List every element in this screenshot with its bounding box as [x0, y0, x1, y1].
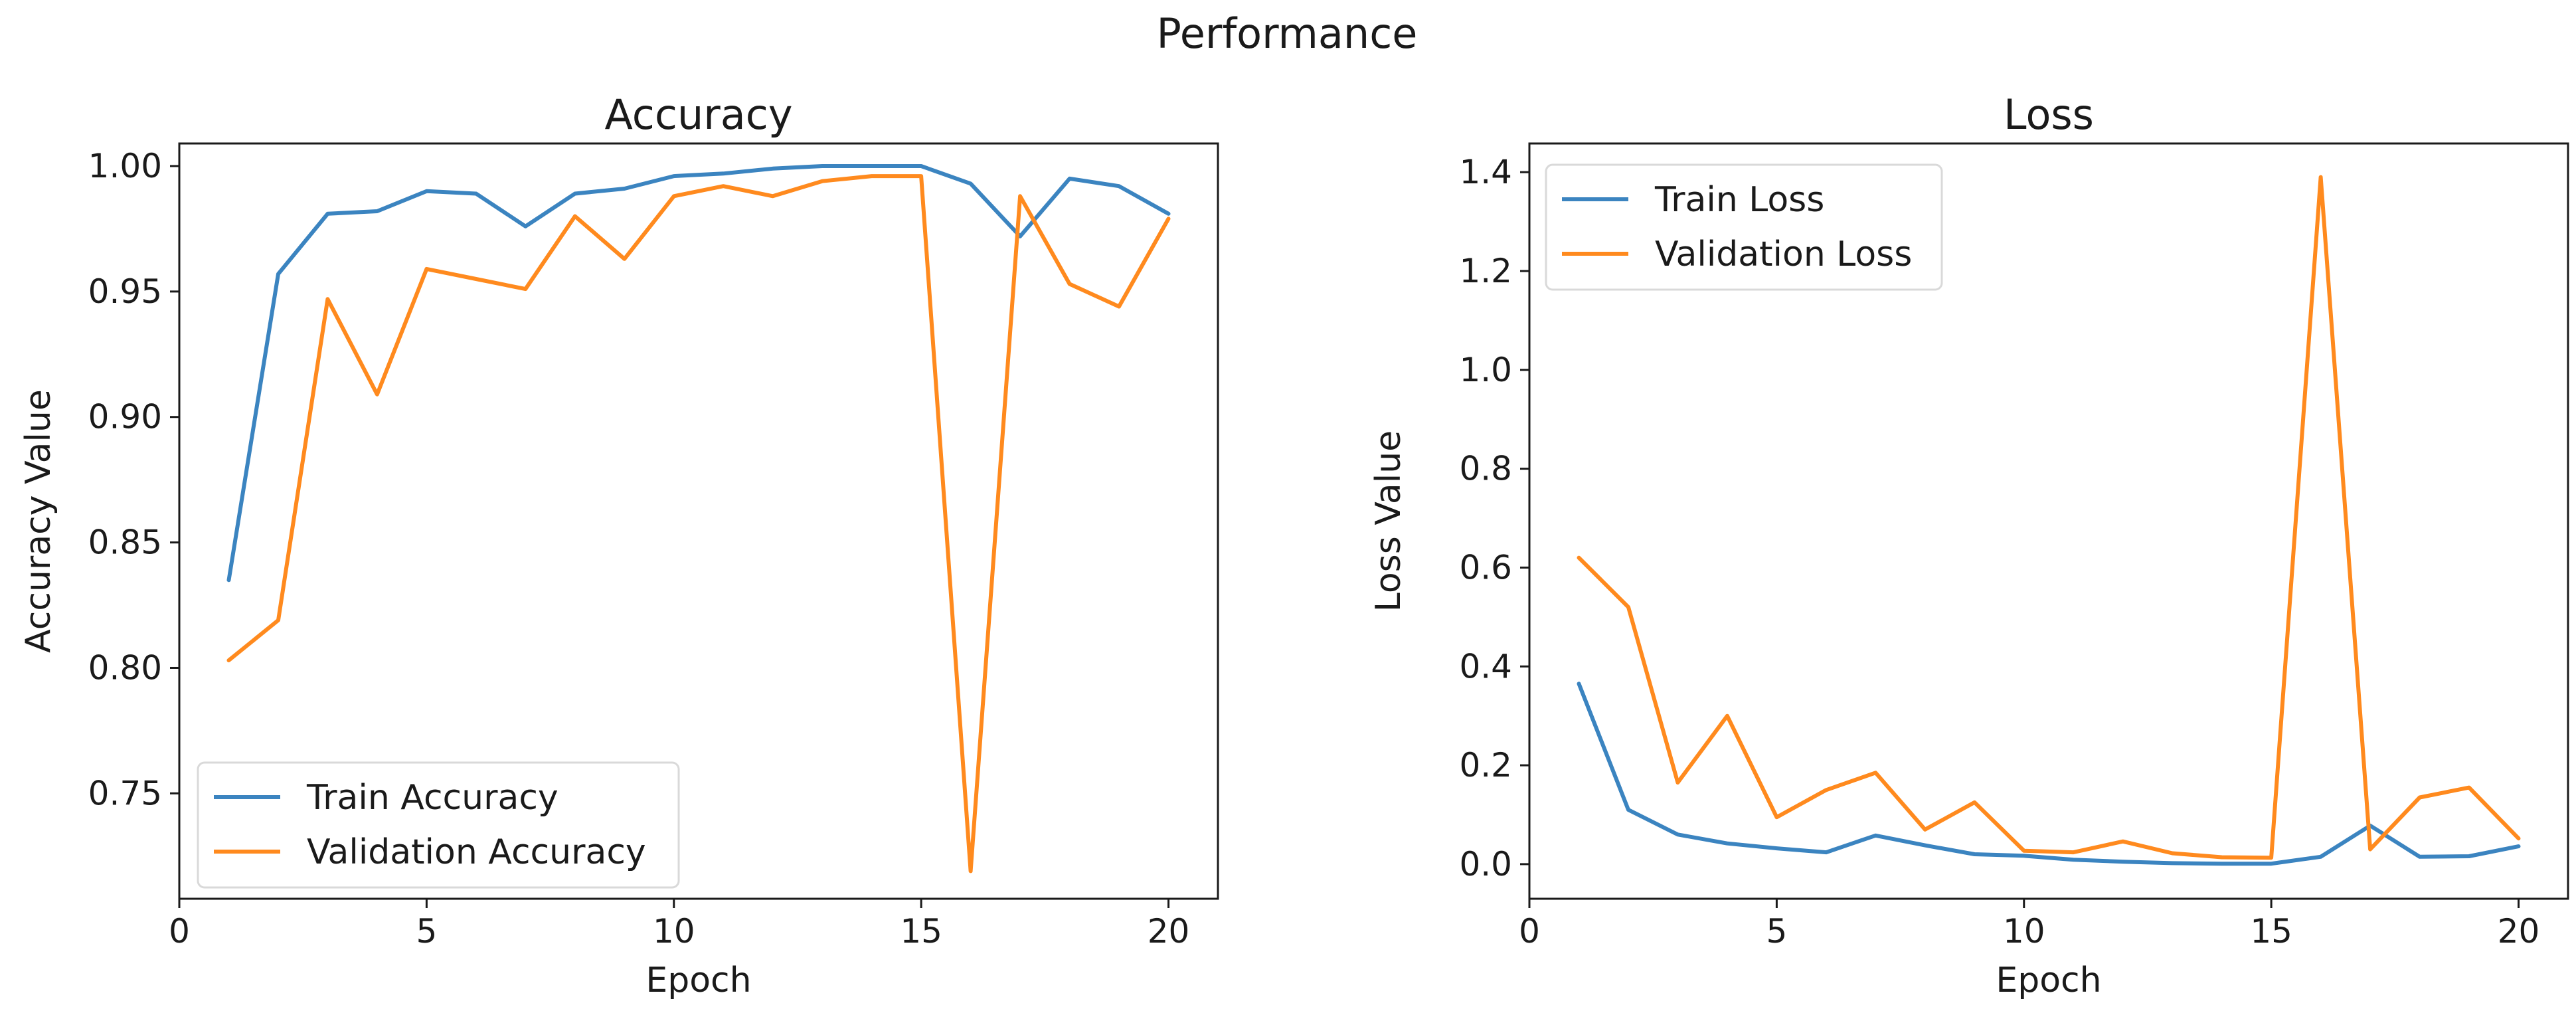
undefined-line-validation [1577, 175, 2521, 860]
undefined-x-tick-label: 20 [2498, 912, 2540, 951]
undefined-y-tick-label: 0.6 [1459, 548, 1512, 587]
undefined-x-tick-label: 5 [1766, 912, 1787, 951]
undefined-legend-label-validation: Validation Loss [1655, 234, 1912, 274]
undefined-y-tick-label: 0.90 [88, 398, 162, 436]
undefined-line-train [226, 164, 1171, 583]
undefined-x-tick-label: 0 [1519, 912, 1540, 951]
undefined-line-validation [226, 174, 1171, 874]
undefined-x-tick-label: 5 [416, 912, 437, 951]
undefined-y-tick-label: 0.85 [88, 523, 162, 562]
undefined-y-tick-label: 1.00 [88, 147, 162, 185]
undefined-legend-label-train: Train Accuracy [306, 778, 558, 818]
undefined-y-axis-label: Accuracy Value [19, 389, 58, 653]
undefined-x-tick-label: 20 [1148, 912, 1190, 951]
undefined-y-tick-label: 0.8 [1459, 450, 1512, 488]
undefined-line-train [1577, 682, 2521, 866]
undefined-y-tick-label: 1.4 [1459, 153, 1512, 191]
loss-panel: Loss 0 5 10 15 20 0.0 0.2 0.4 0.6 0.8 1.0 1.2 1.4 Epoc… [1369, 90, 2569, 1000]
undefined-y-tick-label: 0.2 [1459, 746, 1512, 784]
undefined-legend-label-train: Train Loss [1654, 180, 1824, 220]
undefined-y-tick-label: 0.0 [1459, 845, 1512, 883]
undefined-y-tick-label: 0.80 [88, 648, 162, 687]
undefined-axes-frame [1528, 142, 2569, 900]
undefined-y-tick-label: 0.4 [1459, 647, 1512, 686]
undefined-x-axis-label: Epoch [645, 961, 751, 1000]
figure-title: Performance [1157, 9, 1418, 58]
undefined-y-tick-label: 0.75 [88, 774, 162, 812]
undefined-axes-frame [178, 142, 1219, 900]
undefined-legend-label-validation: Validation Accuracy [307, 832, 646, 872]
undefined-y-tick-label: 1.0 [1459, 351, 1512, 389]
undefined-x-tick-label: 10 [653, 912, 695, 951]
undefined-x-tick-label: 10 [2003, 912, 2045, 951]
undefined-legend: Train Loss Validation Loss [1545, 163, 1943, 291]
undefined-x-axis-label: Epoch [1996, 961, 2101, 1000]
undefined-title: Loss [2004, 90, 2094, 139]
undefined-y-axis-label: Loss Value [1369, 430, 1409, 612]
accuracy-panel: Accuracy 0 5 10 15 20 0.75 0.80 0.85 0.90 0.95 1.00… [19, 90, 1219, 1000]
undefined-y-tick-label: 0.95 [88, 272, 162, 311]
undefined-x-tick-label: 0 [169, 912, 190, 951]
undefined-x-tick-label: 15 [900, 912, 942, 951]
undefined-title: Accuracy [604, 90, 792, 139]
undefined-legend-box [1545, 163, 1943, 291]
undefined-y-tick-label: 1.2 [1459, 252, 1512, 290]
undefined-legend: Train Accuracy Validation Accuracy [197, 761, 680, 889]
undefined-legend-box [197, 761, 680, 889]
undefined-x-tick-label: 15 [2250, 912, 2292, 951]
